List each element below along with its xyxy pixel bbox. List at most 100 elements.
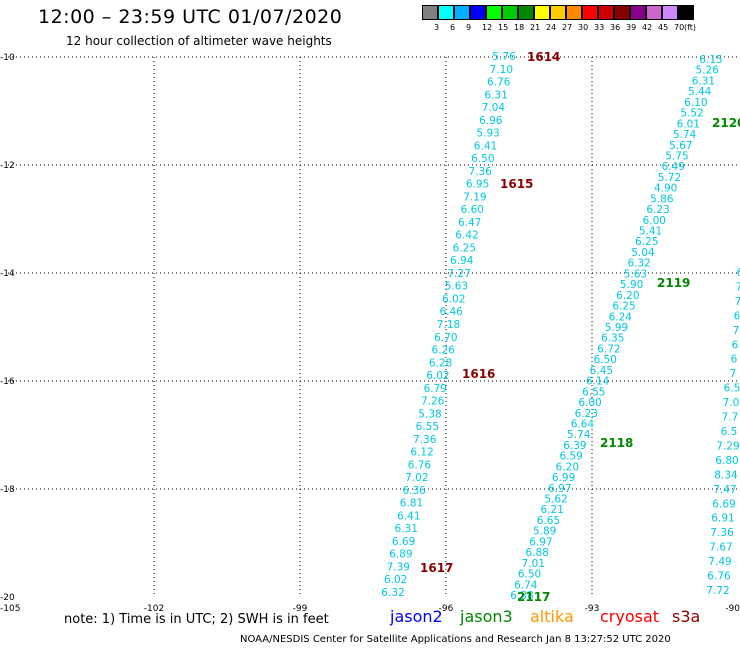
- swh-value: 6.31: [395, 523, 418, 535]
- swh-value: 6.26: [432, 345, 456, 357]
- swh-value: 7.36: [469, 166, 493, 178]
- scale-label: 36: [610, 23, 621, 32]
- scale-label: (ft): [684, 23, 697, 32]
- swh-value: 6.46: [439, 306, 463, 318]
- page-subtitle: 12 hour collection of altimeter wave hei…: [66, 34, 332, 48]
- swh-value: 6.20: [556, 461, 579, 473]
- swh-value: 6.02: [442, 293, 465, 305]
- scale-label: 12: [482, 23, 493, 32]
- swh-value: 6.28: [429, 357, 452, 369]
- swh-value: 6.81: [400, 498, 423, 510]
- swh-value: 6.15: [699, 54, 722, 66]
- swh-value: 6.88: [525, 547, 548, 559]
- swh-value: 7.27: [447, 268, 470, 280]
- swh-value: 5.26: [696, 65, 720, 77]
- swh-value: 7.47: [713, 484, 736, 496]
- scale-swatch: [614, 5, 630, 20]
- scale-swatch: [582, 5, 598, 20]
- swh-value: 7.49: [708, 556, 731, 568]
- swh-value: 5.62: [544, 494, 567, 506]
- lat-tick-label: -16: [0, 377, 15, 387]
- swh-value: 6.23: [646, 204, 669, 216]
- swh-value: 6.21: [541, 504, 564, 516]
- swh-value: 6.38: [510, 590, 533, 602]
- swh-value: 7.36: [413, 434, 437, 446]
- swh-value: 5.63: [445, 281, 468, 293]
- page-title: 12:00 – 23:59 UTC 01/07/2020: [38, 6, 343, 28]
- swh-value: 5.63: [624, 268, 647, 280]
- scale-label: 45: [658, 23, 669, 32]
- swh-value: 6.99: [552, 472, 575, 484]
- time-label: 2117: [517, 590, 550, 604]
- scale-label: 9: [466, 23, 472, 32]
- swh-value: 6.25: [612, 301, 635, 313]
- swh-value: 5.67: [669, 140, 692, 152]
- swh-value: 8.34: [714, 469, 738, 481]
- scale-swatch: [646, 5, 662, 20]
- swh-value: 6.60: [461, 204, 484, 216]
- swh-value: 7: [735, 296, 740, 308]
- scale-swatch: [486, 5, 502, 20]
- swh-value: 5.76: [492, 51, 516, 63]
- swh-value: 6.65: [537, 515, 560, 527]
- swh-value: 6.00: [578, 397, 601, 409]
- time-label: 1614: [527, 50, 560, 64]
- swh-value: 6.50: [593, 354, 616, 366]
- swh-value: 5.74: [567, 429, 591, 441]
- swh-value: 6.70: [434, 332, 457, 344]
- legend-jason3: jason3: [460, 607, 513, 626]
- swh-value: 6.02: [426, 370, 449, 382]
- swh-value: 7.19: [463, 191, 486, 203]
- swh-value: 6.45: [590, 365, 613, 377]
- scale-swatch: [534, 5, 550, 20]
- scale-label: 27: [562, 23, 573, 32]
- swh-value: 6: [737, 267, 740, 279]
- swh-value: 6.76: [408, 459, 432, 471]
- swh-value: 6.91: [711, 513, 734, 525]
- scale-swatch: [550, 5, 566, 20]
- swh-value: 6.95: [466, 179, 489, 191]
- swh-value: 7.01: [522, 558, 545, 570]
- swh-value: 6.72: [597, 343, 620, 355]
- swh-value: 5.75: [665, 150, 688, 162]
- scale-label: 6: [450, 23, 456, 32]
- swh-value: 6.02: [384, 574, 407, 586]
- swh-value: 6.97: [548, 483, 571, 495]
- swh-value: 6.25: [635, 236, 658, 248]
- swh-value: 6.5: [721, 426, 738, 438]
- swh-value: 7: [736, 281, 740, 293]
- swh-value: 6.79: [424, 383, 447, 395]
- swh-value: 6.59: [559, 451, 582, 463]
- swh-value: 6.50: [518, 569, 541, 581]
- swh-value: 7.0: [723, 397, 740, 409]
- swh-value: 6.20: [616, 290, 639, 302]
- swh-value: 6.96: [479, 115, 503, 127]
- swh-value: 6.00: [643, 215, 666, 227]
- swh-value: 5.89: [533, 526, 556, 538]
- scale-swatch: [422, 5, 438, 20]
- swh-value: 7.67: [709, 542, 732, 554]
- time-label: 2118: [600, 436, 633, 450]
- swh-value: 6.12: [410, 447, 433, 459]
- swh-value: 5.72: [658, 172, 681, 184]
- swh-value: 6.5: [724, 383, 740, 395]
- scale-label: 15: [498, 23, 509, 32]
- swh-value: 7.72: [706, 585, 729, 597]
- lat-tick-label: -12: [0, 161, 15, 171]
- swh-value: 5.04: [631, 247, 655, 259]
- swh-value: 6: [734, 310, 740, 322]
- swh-value: 5.38: [418, 408, 441, 420]
- swh-value: 6.42: [455, 230, 478, 242]
- swh-value: 6.64: [571, 418, 595, 430]
- scale-swatch: [630, 5, 646, 20]
- scale-swatch: [502, 5, 518, 20]
- lon-tick-label: -99: [293, 604, 308, 614]
- footer-credit: NOAA/NESDIS Center for Satellite Applica…: [240, 634, 671, 645]
- legend-s3a: s3a: [672, 607, 701, 626]
- swh-value: 6.76: [487, 77, 511, 89]
- legend-jason2: jason2: [390, 607, 443, 626]
- swh-value: 6.76: [707, 571, 731, 583]
- swh-value: 6.32: [381, 587, 404, 599]
- scale-label: 18: [514, 23, 525, 32]
